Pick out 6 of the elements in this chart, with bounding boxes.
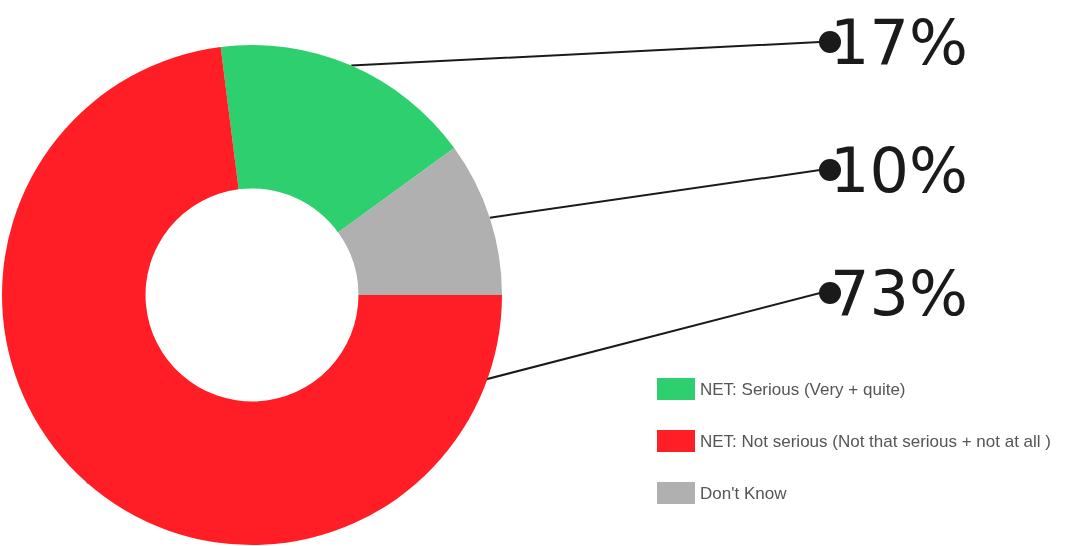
legend-label: NET: Not serious (Not that serious + not at all ) [700,431,1052,451]
legend-label: Don't Know [700,483,788,503]
data-label: 17% [830,5,968,79]
data-label: 10% [830,133,968,207]
legend-label: NET: Serious (Very + quite) [700,379,906,399]
data-label: 73% [830,256,968,330]
